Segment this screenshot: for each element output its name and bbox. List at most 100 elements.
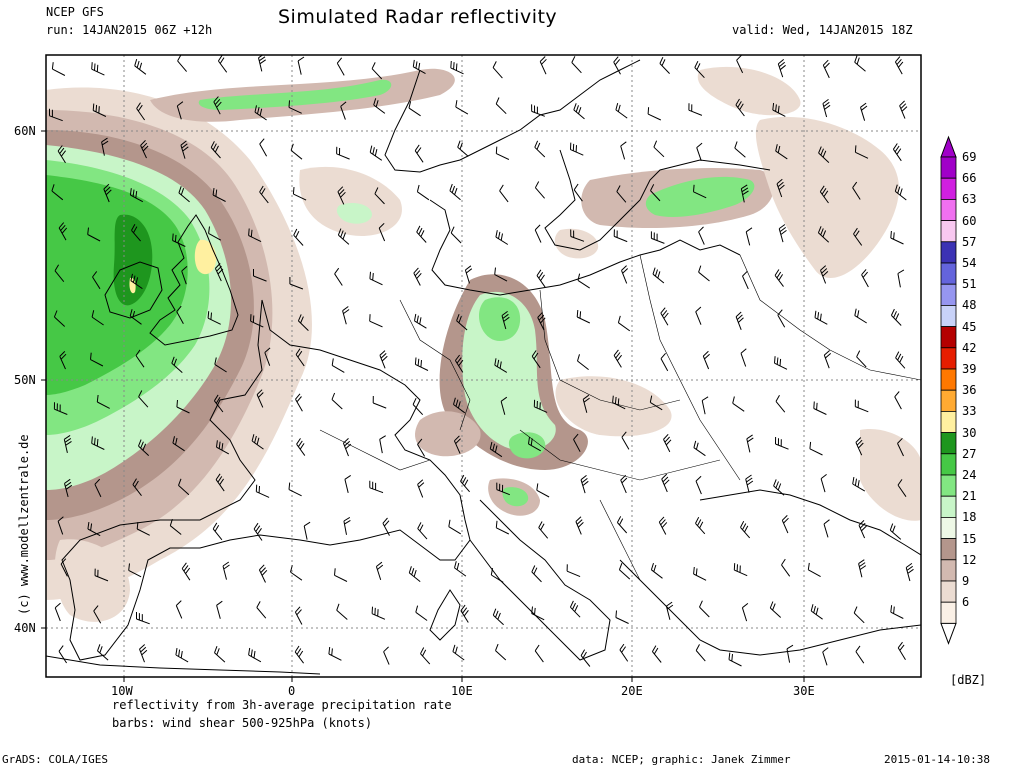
wind-barb [774, 269, 784, 287]
lat-label-60n: 60N [14, 124, 36, 138]
wind-barb [213, 96, 222, 115]
wind-barb [820, 265, 829, 284]
wind-barb [172, 436, 185, 452]
wind-barb [49, 108, 63, 122]
wind-barb [254, 105, 267, 121]
coastline [104, 261, 163, 319]
wind-barb [57, 145, 66, 164]
wind-barb [894, 56, 904, 75]
wind-barb [665, 601, 674, 620]
wind-barb [894, 184, 907, 201]
wind-barb [290, 565, 303, 581]
colorbar-label: 6 [962, 595, 970, 610]
wind-barb [531, 104, 545, 117]
wind-barb [650, 184, 661, 202]
wind-barb [494, 358, 508, 373]
wind-barb [58, 645, 68, 664]
wind-barb [772, 102, 786, 117]
wind-barb [616, 516, 628, 534]
wind-barb [251, 434, 264, 450]
wind-barb [693, 440, 706, 457]
precip-field [755, 116, 899, 279]
wind-barb [290, 143, 303, 160]
wind-barb [775, 144, 788, 160]
border [519, 429, 721, 481]
wind-barb [454, 561, 467, 577]
wind-barb [615, 610, 629, 624]
wind-barb [650, 562, 663, 579]
wind-barb [778, 224, 787, 243]
wind-barb [577, 273, 590, 289]
wind-barb [569, 600, 581, 618]
wind-barb [570, 229, 585, 242]
wind-barb [894, 391, 902, 410]
wind-barb [334, 267, 343, 286]
colorbar-swatch [940, 474, 957, 497]
wind-barb [255, 484, 270, 498]
wind-barb [57, 516, 64, 535]
wind-barb [577, 354, 589, 370]
wind-barb [369, 314, 383, 328]
wind-barb [413, 267, 422, 286]
wind-barb [181, 266, 188, 285]
wind-barb [92, 103, 107, 117]
coastline [384, 59, 641, 173]
wind-barb [494, 267, 508, 282]
wind-barb [212, 188, 226, 202]
source-credit: data: NCEP; graphic: Janek Zimmer [572, 753, 791, 766]
wind-barb [854, 308, 867, 324]
wind-barb [456, 314, 468, 331]
wind-barb [860, 102, 868, 121]
wind-barb [745, 474, 754, 493]
wind-barb [854, 145, 869, 159]
wind-barb [415, 605, 428, 621]
wind-barb [303, 521, 311, 540]
wind-barb [369, 145, 383, 161]
wind-barb [369, 480, 384, 494]
wind-barb [905, 562, 914, 582]
wind-barb [448, 519, 462, 535]
wind-barb [528, 436, 541, 452]
wind-barb [97, 644, 109, 661]
colorbar-label: 60 [962, 213, 977, 228]
wind-barb [855, 437, 864, 456]
wind-barb [175, 600, 183, 619]
wind-barb [531, 606, 545, 621]
wind-barb [492, 61, 503, 79]
colorbar-swatch [940, 601, 957, 624]
coastline [149, 214, 239, 346]
wind-barb [537, 311, 546, 331]
coastline [61, 299, 471, 661]
wind-barb [140, 140, 149, 159]
wind-barb [136, 102, 146, 121]
wind-barb [383, 646, 390, 665]
wind-barb [613, 229, 628, 243]
wind-barb [621, 265, 629, 284]
wind-barb [96, 394, 110, 409]
wind-barb [534, 181, 545, 199]
wind-barb [259, 138, 268, 157]
wind-barb [501, 310, 510, 330]
wind-barb [694, 60, 705, 79]
wind-barb [63, 434, 72, 454]
wind-barb [701, 396, 709, 415]
wind-barb [214, 357, 227, 373]
colorbar-swatch [940, 347, 957, 370]
wind-barb [854, 399, 869, 413]
colorbar-label: 9 [962, 574, 970, 588]
wind-barb [54, 602, 61, 622]
wind-barb [809, 441, 823, 456]
colorbar-label: 42 [962, 340, 977, 355]
wind-barb [855, 645, 865, 664]
wind-barb [210, 141, 221, 159]
wind-barb [417, 479, 425, 498]
wind-barb [495, 97, 507, 115]
colorbar-swatch [940, 326, 957, 349]
wind-barb [371, 62, 383, 80]
coastline [46, 655, 321, 675]
wind-barb [566, 564, 581, 578]
colorbar-swatch [940, 453, 957, 476]
wind-barb [732, 396, 745, 412]
wind-barb [573, 183, 583, 202]
